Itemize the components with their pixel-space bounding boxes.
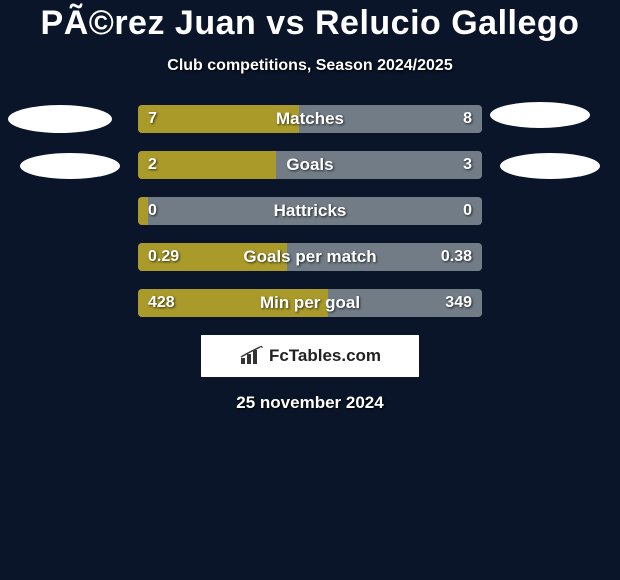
value-right: 8 bbox=[463, 105, 472, 133]
brand-text: FcTables.com bbox=[269, 346, 381, 366]
value-left: 0.29 bbox=[148, 243, 179, 271]
bar-left-fill bbox=[138, 105, 299, 133]
brand-logo: FcTables.com bbox=[239, 346, 381, 366]
rows-wrap: 78Matches23Goals00Hattricks0.290.38Goals… bbox=[0, 105, 620, 317]
bar-left-fill bbox=[138, 197, 148, 225]
value-left: 0 bbox=[148, 197, 157, 225]
value-right: 0.38 bbox=[441, 243, 472, 271]
stat-row: 0.290.38Goals per match bbox=[138, 243, 482, 271]
page-title: PÃ©rez Juan vs Relucio Gallego bbox=[0, 4, 620, 43]
stat-row: 78Matches bbox=[138, 105, 482, 133]
value-right: 349 bbox=[445, 289, 472, 317]
bar-right-fill bbox=[148, 197, 482, 225]
value-left: 7 bbox=[148, 105, 157, 133]
avatar-right-top bbox=[490, 102, 590, 128]
value-right: 3 bbox=[463, 151, 472, 179]
bar-area: 78Matches23Goals00Hattricks0.290.38Goals… bbox=[138, 105, 482, 317]
avatar-left-top bbox=[8, 105, 112, 133]
stat-row: 00Hattricks bbox=[138, 197, 482, 225]
avatar-right-bottom bbox=[500, 153, 600, 179]
comparison-widget: PÃ©rez Juan vs Relucio Gallego Club comp… bbox=[0, 0, 620, 413]
bar-right-fill bbox=[299, 105, 482, 133]
brand-logo-box: FcTables.com bbox=[201, 335, 419, 377]
value-right: 0 bbox=[463, 197, 472, 225]
value-left: 428 bbox=[148, 289, 175, 317]
bars-icon bbox=[239, 346, 265, 366]
subtitle: Club competitions, Season 2024/2025 bbox=[0, 57, 620, 75]
bar-left-fill bbox=[138, 151, 276, 179]
stat-row: 23Goals bbox=[138, 151, 482, 179]
date-text: 25 november 2024 bbox=[0, 393, 620, 413]
value-left: 2 bbox=[148, 151, 157, 179]
bar-right-fill bbox=[276, 151, 482, 179]
stat-row: 428349Min per goal bbox=[138, 289, 482, 317]
avatar-left-bottom bbox=[20, 153, 120, 179]
